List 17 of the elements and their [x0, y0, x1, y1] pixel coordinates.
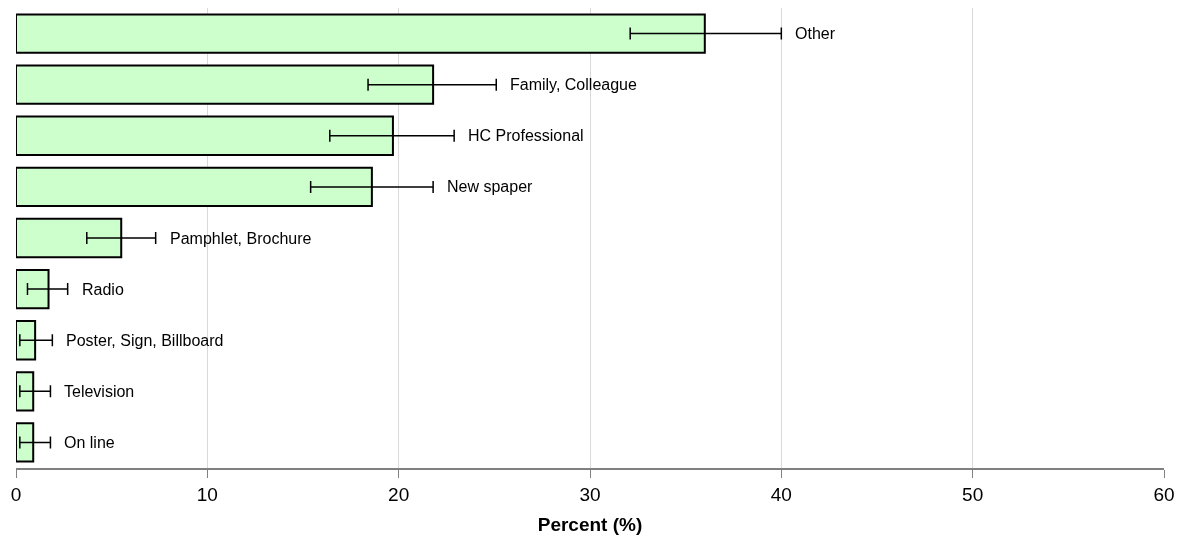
x-tick-label: 60 [1153, 483, 1175, 505]
y-tick-label: HC Professional [468, 127, 584, 144]
x-tick-label: 50 [962, 483, 984, 505]
y-tick-label: Television [64, 383, 135, 400]
x-tick-label: 40 [770, 483, 792, 505]
y-tick-label: Family, Colleague [510, 76, 637, 93]
x-axis-title: Percent (%) [537, 513, 643, 535]
y-tick-label: Radio [82, 281, 124, 298]
y-tick-label: Poster, Sign, Billboard [66, 332, 224, 349]
y-tick-label: Other [795, 25, 836, 42]
y-tick-label: New spaper [447, 178, 534, 195]
x-tick-label: 0 [10, 483, 22, 505]
y-tick-label: On line [64, 434, 115, 451]
x-tick-label: 20 [388, 483, 410, 505]
y-tick-label: Pamphlet, Brochure [170, 230, 312, 247]
x-tick-label: 30 [579, 483, 601, 505]
x-tick-label: 10 [196, 483, 218, 505]
